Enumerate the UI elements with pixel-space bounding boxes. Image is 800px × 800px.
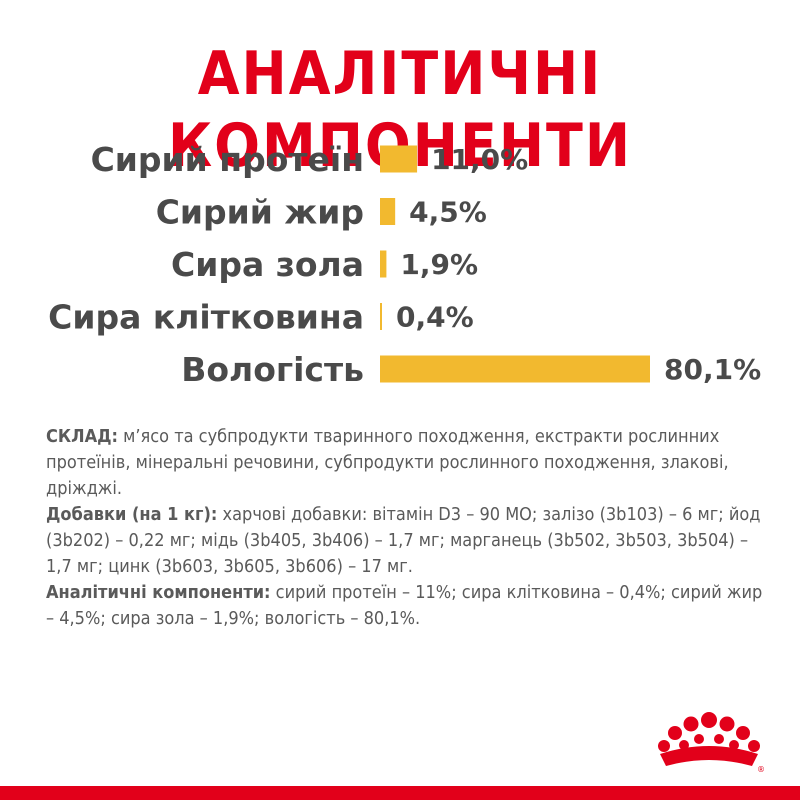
value-label: 80,1% (664, 353, 761, 386)
additives-label: Добавки (на 1 кг): (46, 504, 218, 525)
value-label: 4,5% (409, 196, 487, 229)
crown-logo: ® (658, 712, 764, 774)
additives-paragraph: Добавки (на 1 кг): харчові добавки: віта… (46, 502, 766, 580)
value-label: 0,4% (396, 301, 474, 334)
bar (380, 250, 387, 278)
value-label: 1,9% (400, 248, 478, 281)
category-label: Сирий протеїн (91, 140, 364, 179)
bar (380, 303, 382, 330)
category-label: Сира зола (171, 245, 364, 284)
category-label: Вологість (181, 350, 364, 389)
bar (380, 355, 650, 383)
svg-text:®: ® (757, 765, 764, 774)
analytical-label: Аналітичні компоненти: (46, 582, 271, 603)
bar (380, 198, 396, 225)
value-label: 11,0% (431, 143, 528, 176)
composition-paragraph: СКЛАД: м’ясо та субпродукти тваринного п… (46, 424, 766, 502)
additives-text: харчові добавки: вітамін D3 – 90 МО; зал… (46, 504, 761, 577)
analytical-text: сирий протеїн – 11%; сира клітковина – 0… (46, 582, 763, 629)
composition-text: м’ясо та субпродукти тваринного походжен… (46, 426, 729, 499)
bottom-red-bar (0, 786, 800, 800)
composition-label: СКЛАД: (46, 426, 118, 447)
analytical-paragraph: Аналітичні компоненти: сирий протеїн – 1… (46, 580, 766, 632)
category-label: Сира клітковина (48, 298, 364, 337)
composition-block: СКЛАД: м’ясо та субпродукти тваринного п… (46, 424, 766, 632)
nutrient-bar-chart: Сирий протеїн 11,0% Сирий жир 4,5% Сира зола… (48, 140, 761, 389)
bar (380, 145, 418, 173)
category-label: Сирий жир (156, 193, 364, 232)
